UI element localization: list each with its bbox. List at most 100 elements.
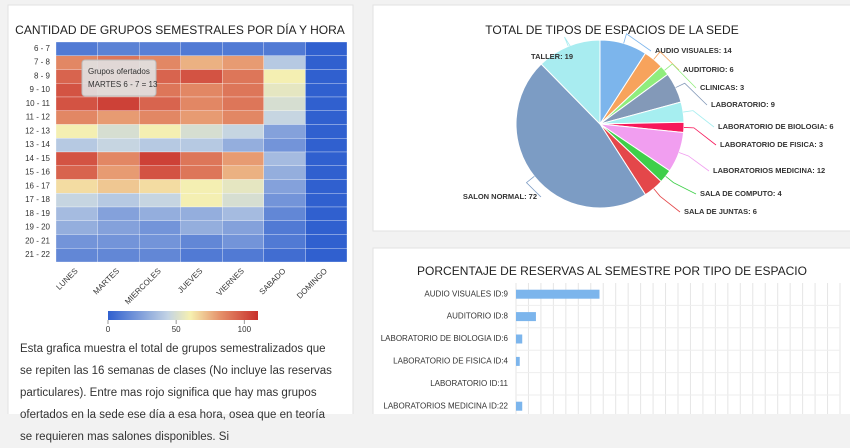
heat-cell (180, 96, 223, 111)
heat-cell (55, 220, 98, 235)
heat-cell (222, 151, 265, 166)
bar (516, 401, 523, 411)
heat-cell (97, 138, 140, 153)
heat-cell (55, 41, 98, 56)
heat-cell (222, 110, 265, 125)
heat-cell (263, 206, 306, 221)
heat-cell (180, 248, 223, 263)
heat-cell (263, 248, 306, 263)
heat-cell (55, 110, 98, 125)
heat-cell (55, 206, 98, 221)
dashboard: CANTIDAD DE GRUPOS SEMESTRALES POR DÍA Y… (7, 4, 850, 414)
heat-cell (97, 206, 140, 221)
heat-cell (263, 151, 306, 166)
heat-cell (263, 124, 306, 139)
heat-cell (305, 179, 348, 194)
y-tick-label: 6 - 7 (34, 44, 51, 53)
heat-cell (97, 41, 140, 56)
pie-label: AUDIO VISUALES: 14 (655, 46, 733, 55)
y-tick-label: 15 - 16 (25, 168, 50, 177)
heat-cell (222, 96, 265, 111)
leader-line (653, 188, 681, 213)
colorbar-label: 100 (238, 325, 252, 334)
pie-label: LABORATORIOS MEDICINA: 12 (713, 166, 825, 175)
heat-cell (138, 206, 181, 221)
heat-cell (222, 165, 265, 180)
heat-cell (305, 248, 348, 263)
heat-cell (222, 138, 265, 153)
pie-label: TALLER: 19 (531, 52, 573, 61)
heat-cell (180, 234, 223, 249)
pie-title: TOTAL DE TIPOS DE ESPACIOS DE LA SEDE (485, 23, 738, 37)
heat-cell (180, 55, 223, 70)
y-tick-label: 19 - 20 (25, 223, 50, 232)
pie-label: LABORATORIO DE FISICA: 3 (720, 140, 823, 149)
y-tick-label: 9 - 10 (30, 85, 51, 94)
heat-cell (305, 55, 348, 70)
heat-cell (263, 83, 306, 98)
y-tick-label: 10 - 11 (26, 99, 51, 108)
heat-cell (180, 110, 223, 125)
pie-label: AUDITORIO: 6 (683, 65, 734, 74)
heat-cell (138, 234, 181, 249)
leader-line (665, 176, 697, 195)
heat-cell (180, 179, 223, 194)
heat-cell (55, 138, 98, 153)
heat-cell (55, 151, 98, 166)
heat-cell (55, 165, 98, 180)
heat-cell (180, 124, 223, 139)
heat-cell (180, 41, 223, 56)
heat-cell (305, 138, 348, 153)
heat-cell (222, 248, 265, 263)
heat-cell (222, 220, 265, 235)
heat-cell (222, 41, 265, 56)
y-tick-label: 17 - 18 (25, 195, 50, 204)
heat-cell (97, 220, 140, 235)
heat-cell (305, 165, 348, 180)
leader-line (675, 82, 708, 106)
page: CANTIDAD DE GRUPOS SEMESTRALES POR DÍA Y… (7, 4, 850, 443)
y-tick-label: 13 - 14 (25, 140, 50, 149)
bar (516, 312, 536, 322)
y-tick-label: 7 - 8 (34, 58, 51, 67)
pie-label: SALON NORMAL: 72 (463, 192, 537, 201)
y-tick-label: AUDITORIO ID:8 (447, 312, 509, 321)
heat-cell (263, 110, 306, 125)
heat-cell (305, 206, 348, 221)
y-tick-label: 11 - 12 (26, 113, 51, 122)
heat-cell (180, 151, 223, 166)
heat-cell (55, 96, 98, 111)
heat-cell (97, 179, 140, 194)
heat-cell (305, 234, 348, 249)
pie-label: CLINICAS: 3 (700, 83, 744, 92)
y-tick-label: AUDIO VISUALES ID:9 (424, 289, 508, 298)
pie-label: SALA DE COMPUTO: 4 (700, 189, 783, 198)
bar (516, 289, 600, 299)
heat-cell (180, 165, 223, 180)
leader-line (678, 152, 710, 172)
heat-cell (138, 248, 181, 263)
heat-cell (263, 220, 306, 235)
heat-cell (97, 96, 140, 111)
heat-cell (180, 206, 223, 221)
heat-cell (222, 69, 265, 84)
heat-cell (97, 193, 140, 208)
heat-cell (97, 165, 140, 180)
bar (516, 356, 520, 366)
heat-cell (222, 179, 265, 194)
bar (516, 334, 523, 344)
heat-cell (305, 69, 348, 84)
y-tick-label: LABORATORIO DE BIOLOGIA ID:6 (381, 334, 509, 343)
pie-label: LABORATORIO DE BIOLOGIA: 6 (718, 122, 834, 131)
y-tick-label: LABORATORIO DE FISICA ID:4 (393, 357, 508, 366)
heat-cell (222, 206, 265, 221)
heat-cell (97, 124, 140, 139)
heat-cell (180, 138, 223, 153)
heat-cell (222, 193, 265, 208)
leader-line (683, 110, 715, 128)
description: Esta grafica muestra el total de grupos … (20, 343, 332, 443)
heat-cell (305, 193, 348, 208)
heat-cell (263, 179, 306, 194)
pie-label: LABORATORIO: 9 (711, 100, 775, 109)
leader-line (623, 33, 652, 52)
